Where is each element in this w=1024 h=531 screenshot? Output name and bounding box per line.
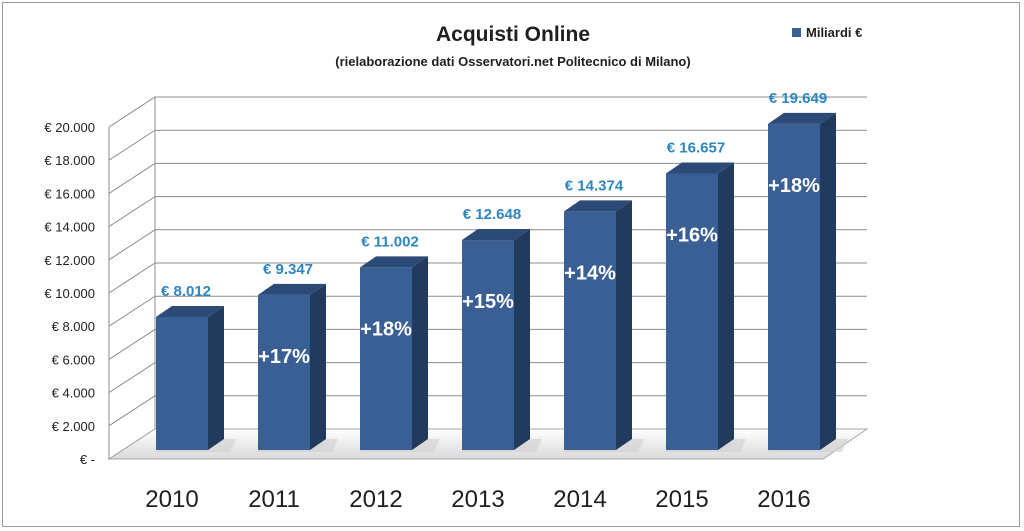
- bar-2015: [664, 162, 746, 452]
- x-tick-label: 2016: [757, 486, 810, 513]
- y-tick-label: € 8.000: [52, 319, 95, 334]
- x-tick-label: 2013: [451, 486, 504, 513]
- growth-label: +16%: [666, 224, 718, 246]
- legend-label: Miliardi €: [806, 25, 862, 40]
- growth-label: +14%: [564, 262, 616, 284]
- bar-front: [258, 294, 310, 450]
- y-tick-label: € -: [80, 452, 95, 467]
- value-label: € 19.649: [769, 90, 827, 107]
- bar-side: [616, 200, 632, 450]
- y-tick-label: € 4.000: [52, 386, 95, 401]
- bar-front: [768, 123, 820, 450]
- growth-label: +18%: [360, 318, 412, 340]
- bar-top: [360, 256, 428, 268]
- bar-side: [514, 229, 530, 450]
- bar-chart: € - € 2.000 € 4.000 € 6.000 € 8.000 € 10.000 €…: [44, 23, 869, 513]
- bar-side: [820, 112, 836, 450]
- bar-side: [208, 306, 224, 450]
- legend: Miliardi €: [792, 25, 862, 40]
- bar-2011: [256, 283, 338, 452]
- y-tick-label: € 12.000: [44, 253, 95, 268]
- chart-title: Acquisti Online: [436, 23, 590, 46]
- value-label: € 9.347: [263, 261, 313, 278]
- y-tick-label: € 16.000: [44, 186, 95, 201]
- bar-front: [156, 317, 208, 450]
- bar-front: [360, 267, 412, 450]
- y-tick-label: € 20.000: [44, 120, 95, 135]
- bar-2016: [766, 112, 848, 452]
- bar-top: [768, 112, 836, 124]
- y-tick-label: € 2.000: [52, 419, 95, 434]
- value-label: € 11.002: [361, 233, 419, 250]
- x-tick-label: 2011: [248, 486, 300, 513]
- x-tick-label: 2015: [655, 486, 708, 513]
- bar-front: [564, 211, 616, 450]
- bar-front: [666, 173, 718, 450]
- bar-top: [564, 200, 632, 212]
- bar-top: [462, 229, 530, 241]
- x-tick-label: 2012: [349, 486, 402, 513]
- bar-top: [258, 283, 326, 295]
- value-label: € 16.657: [667, 139, 725, 156]
- bar-top: [666, 162, 734, 174]
- y-tick-label: € 14.000: [44, 220, 95, 235]
- bar-2014: [562, 200, 644, 452]
- value-label: € 8.012: [161, 283, 211, 300]
- value-label: € 12.648: [463, 206, 521, 223]
- growth-label: +18%: [768, 175, 820, 197]
- y-tick-label: € 6.000: [52, 352, 95, 367]
- bar-side: [310, 283, 326, 450]
- growth-label: +15%: [462, 291, 514, 313]
- legend-swatch: [792, 28, 801, 37]
- value-label: € 14.374: [565, 177, 624, 194]
- bar-side: [412, 256, 428, 450]
- y-tick-label: € 18.000: [44, 153, 95, 168]
- bar-top: [156, 306, 224, 318]
- bar-side: [718, 162, 734, 450]
- chart-subtitle: (rielaborazione dati Osservatori.net Pol…: [335, 54, 690, 69]
- bar-2013: [460, 229, 542, 452]
- bar-front: [462, 240, 514, 450]
- x-tick-label: 2010: [145, 486, 198, 513]
- y-tick-label: € 10.000: [44, 286, 95, 301]
- growth-label: +17%: [258, 346, 310, 368]
- x-tick-label: 2014: [553, 486, 606, 513]
- bar-2012: [358, 256, 440, 452]
- bar-2010: [154, 306, 236, 452]
